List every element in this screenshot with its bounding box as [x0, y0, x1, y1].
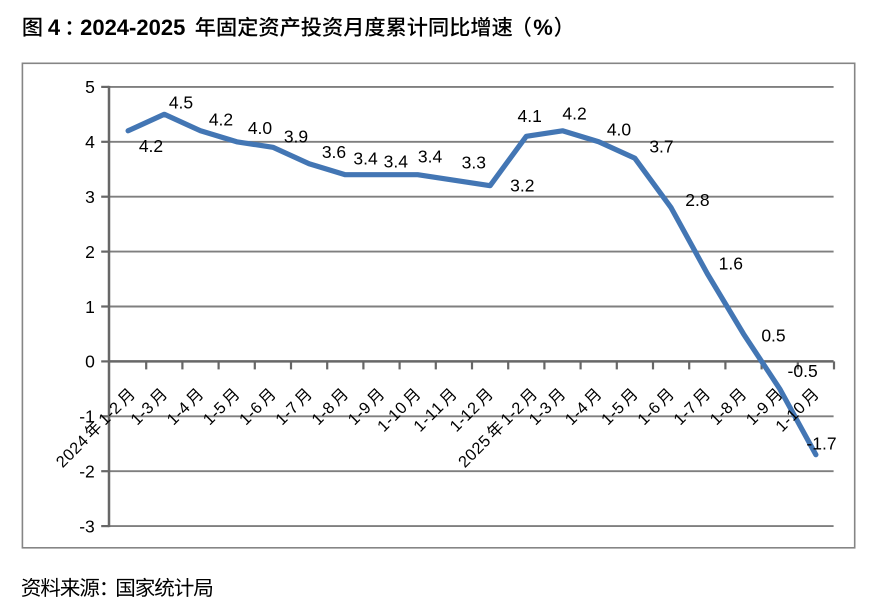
svg-text:3.9: 3.9 [284, 127, 308, 147]
svg-text:1-8: 1-8 [308, 399, 338, 429]
svg-text:1-6: 1-6 [236, 399, 266, 429]
svg-text:-1: -1 [79, 407, 95, 427]
svg-text:1-2: 1-2 [95, 399, 125, 429]
svg-text:1-7: 1-7 [670, 399, 700, 429]
svg-text:-0.5: -0.5 [788, 361, 818, 381]
svg-text:-3: -3 [79, 516, 95, 536]
svg-text:0.5: 0.5 [761, 325, 785, 345]
svg-text:2024-2025: 2024-2025 [80, 15, 185, 40]
svg-text:3: 3 [85, 187, 95, 207]
svg-text:2025: 2025 [455, 432, 494, 471]
svg-text:0: 0 [85, 352, 95, 372]
svg-text:-1.7: -1.7 [806, 433, 836, 453]
svg-text:3.2: 3.2 [510, 176, 534, 196]
svg-text:1-7: 1-7 [272, 399, 302, 429]
svg-text:1-4: 1-4 [562, 399, 592, 429]
svg-text:4.2: 4.2 [209, 110, 233, 130]
svg-text:1.6: 1.6 [719, 254, 743, 274]
svg-text:1-8: 1-8 [707, 399, 737, 429]
svg-text:3.4: 3.4 [353, 148, 378, 168]
svg-text:1-4: 1-4 [164, 399, 194, 429]
svg-text:4.0: 4.0 [248, 118, 273, 138]
svg-text:3.6: 3.6 [322, 142, 346, 162]
svg-text:4.5: 4.5 [169, 93, 193, 113]
svg-text:1-3: 1-3 [127, 399, 157, 429]
svg-text:1-2: 1-2 [497, 399, 527, 429]
svg-text:1: 1 [85, 297, 95, 317]
svg-text:1-3: 1-3 [526, 399, 556, 429]
svg-text:3.7: 3.7 [649, 137, 673, 157]
svg-text:4: 4 [85, 132, 95, 152]
svg-text:3.3: 3.3 [462, 152, 486, 172]
svg-text:2.8: 2.8 [685, 190, 709, 210]
svg-text:1-5: 1-5 [598, 399, 628, 429]
svg-text:%: % [533, 15, 553, 40]
svg-text:1-5: 1-5 [200, 399, 230, 429]
svg-text:4.0: 4.0 [607, 120, 632, 140]
svg-text:3.4: 3.4 [384, 152, 409, 172]
svg-text:2: 2 [85, 242, 95, 262]
svg-text:-2: -2 [79, 462, 95, 482]
svg-text:4.1: 4.1 [518, 106, 542, 126]
svg-text:4.2: 4.2 [139, 136, 163, 156]
svg-text:1-9: 1-9 [345, 399, 375, 429]
svg-text:1-9: 1-9 [743, 399, 773, 429]
svg-text:5: 5 [85, 77, 95, 97]
svg-text:3.4: 3.4 [418, 146, 443, 166]
svg-text:4: 4 [48, 15, 61, 40]
svg-text:4.2: 4.2 [562, 104, 586, 124]
svg-text:1-6: 1-6 [634, 399, 664, 429]
